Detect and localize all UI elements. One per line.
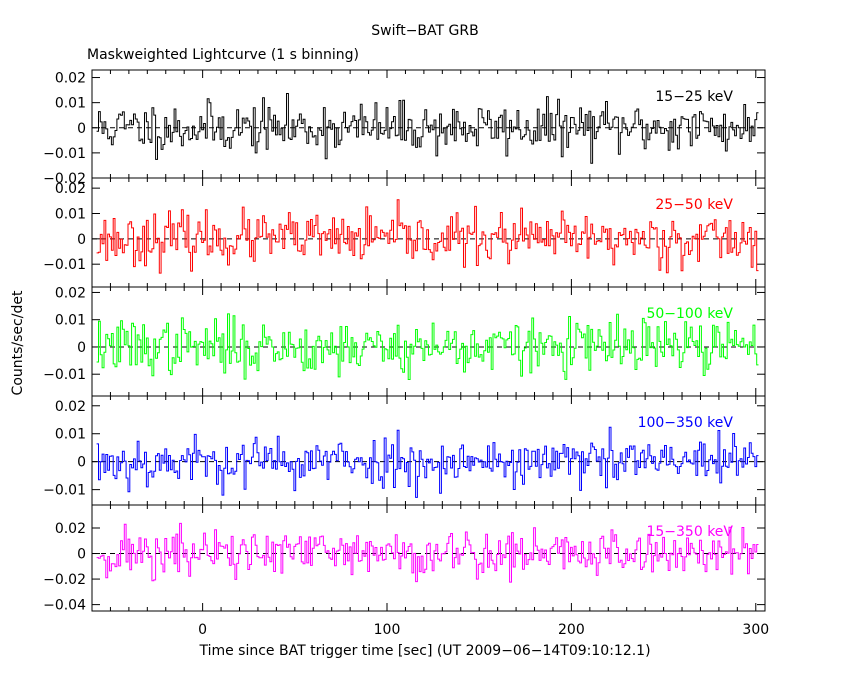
y-tick-label: −0.01 bbox=[43, 483, 86, 499]
y-tick-label: 0.02 bbox=[55, 71, 86, 87]
y-tick-label: −0.01 bbox=[43, 257, 86, 273]
series-line bbox=[96, 522, 759, 583]
x-axis-label: Time since BAT trigger time [sec] (UT 20… bbox=[198, 643, 650, 659]
y-tick-label: −0.02 bbox=[43, 572, 86, 588]
y-tick-label: −0.01 bbox=[43, 146, 86, 162]
y-tick-label: 0.01 bbox=[55, 96, 86, 112]
y-axis-label: Counts/sec/det bbox=[10, 290, 26, 395]
x-tick-label: 0 bbox=[198, 622, 207, 638]
y-tick-label: 0.01 bbox=[55, 427, 86, 443]
series-line bbox=[96, 426, 759, 498]
x-tick-label: 100 bbox=[374, 622, 401, 638]
y-tick-label: 0.02 bbox=[55, 181, 86, 197]
y-tick-label: 0.02 bbox=[55, 521, 86, 537]
band-label: 50−100 keV bbox=[646, 306, 733, 322]
y-tick-label: 0.01 bbox=[55, 313, 86, 329]
y-tick-label: 0 bbox=[77, 547, 86, 563]
panel-frame bbox=[91, 504, 766, 612]
series-line bbox=[96, 93, 759, 164]
series-line bbox=[96, 199, 759, 274]
chart-title: Swift−BAT GRB bbox=[371, 23, 478, 39]
y-tick-label: 0 bbox=[77, 340, 86, 356]
band-label: 25−50 keV bbox=[655, 197, 733, 213]
band-label: 15−25 keV bbox=[655, 89, 733, 105]
x-tick-label: 200 bbox=[558, 622, 585, 638]
y-tick-label: −0.01 bbox=[43, 367, 86, 383]
band-label: 100−350 keV bbox=[638, 415, 734, 431]
y-tick-label: 0.02 bbox=[55, 285, 86, 301]
y-tick-label: −0.02 bbox=[43, 171, 86, 187]
panel-frame bbox=[91, 69, 766, 179]
band-label: 15−350 keV bbox=[646, 524, 733, 540]
y-tick-label: 0.02 bbox=[55, 399, 86, 415]
series-line bbox=[96, 313, 759, 380]
y-tick-label: 0.01 bbox=[55, 206, 86, 222]
panels-group: 0.02 0.01 0 −0.01 −0.02 15−25 keV 0.02 0.01 0 −0.… bbox=[43, 69, 769, 638]
chart-subtitle: Maskweighted Lightcurve (1 s binning) bbox=[87, 47, 359, 63]
y-tick-label: 0 bbox=[77, 121, 86, 137]
y-tick-label: 0 bbox=[77, 455, 86, 471]
y-tick-label: 0 bbox=[77, 232, 86, 248]
x-tick-label: 300 bbox=[742, 622, 769, 638]
y-tick-label: −0.04 bbox=[43, 598, 86, 614]
